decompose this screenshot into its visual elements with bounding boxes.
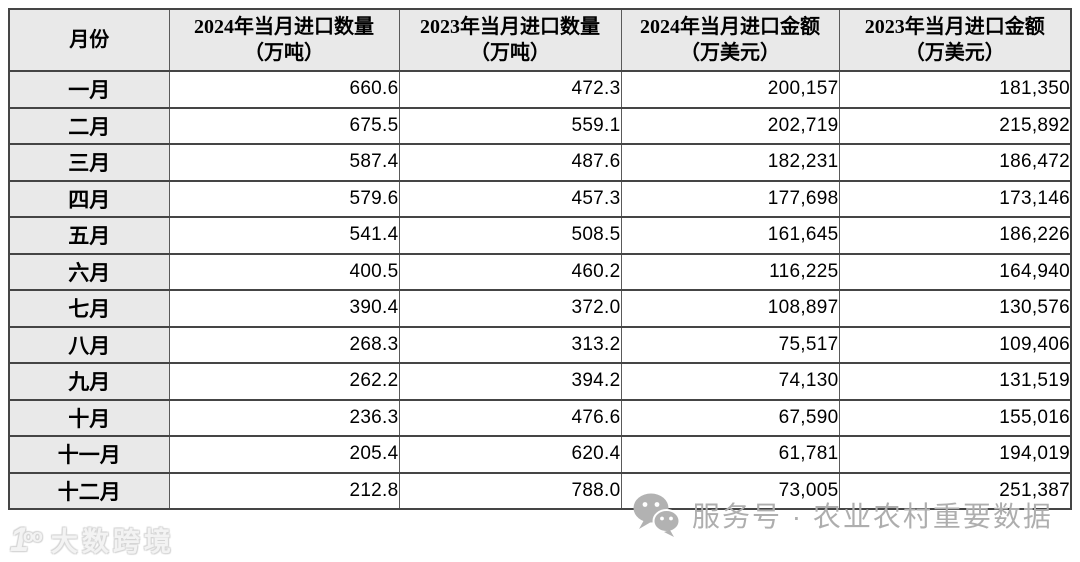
col-header-qty-2024-label: 2024年当月进口数量 [194, 16, 374, 38]
month-cell: 八月 [8, 325, 170, 364]
qty-2024-cell: 587.4 [168, 143, 400, 182]
qty-2023-cell: 313.2 [398, 325, 622, 364]
qty-2023-cell: 788.0 [398, 471, 622, 510]
qty-2024-cell: 262.2 [168, 362, 400, 401]
qty-2024-cell: 660.6 [168, 70, 400, 109]
table-row-may: 五月 541.4 508.5 161,645 186,226 [8, 216, 1072, 255]
month-cell: 二月 [8, 106, 170, 145]
col-header-amt-2024-unit: （万美元） [680, 42, 780, 64]
col-header-amt-2023-label: 2023年当月进口金额 [864, 16, 1045, 38]
col-header-qty-2024: 2024年当月进口数量 （万吨） [168, 8, 400, 72]
table-row-aug: 八月 268.3 313.2 75,517 109,406 [8, 325, 1072, 364]
import-data-table: 月份 2024年当月进口数量 （万吨） 2023年当月进口数量 （万吨） 202… [8, 8, 1072, 510]
brand-watermark-text: 大数跨境 [50, 527, 175, 557]
qty-2023-cell: 508.5 [398, 216, 622, 255]
qty-2024-cell: 541.4 [168, 216, 400, 255]
qty-2023-cell: 620.4 [398, 435, 622, 474]
col-header-month-label: 月份 [69, 29, 110, 51]
amt-2024-cell: 200,157 [620, 70, 840, 109]
col-header-amt-2024-label: 2024年当月进口金额 [640, 16, 820, 38]
month-cell: 十一月 [8, 435, 170, 474]
amt-2023-cell: 131,519 [838, 362, 1072, 401]
qty-2023-cell: 472.3 [398, 70, 622, 109]
amt-2023-cell: 130,576 [838, 289, 1072, 328]
qty-2024-cell: 390.4 [168, 289, 400, 328]
qty-2024-cell: 212.8 [168, 471, 400, 510]
qty-2023-cell: 487.6 [398, 143, 622, 182]
qty-2023-cell: 372.0 [398, 289, 622, 328]
qty-2024-cell: 205.4 [168, 435, 400, 474]
amt-2023-cell: 215,892 [838, 106, 1072, 145]
table-row-jun: 六月 400.5 460.2 116,225 164,940 [8, 252, 1072, 291]
col-header-qty-2024-unit: （万吨） [244, 42, 324, 64]
amt-2024-cell: 177,698 [620, 179, 840, 218]
col-header-month: 月份 [8, 8, 170, 72]
qty-2023-cell: 394.2 [398, 362, 622, 401]
qty-2024-cell: 675.5 [168, 106, 400, 145]
table-row-jul: 七月 390.4 372.0 108,897 130,576 [8, 289, 1072, 328]
month-cell: 九月 [8, 362, 170, 401]
table-row-sep: 九月 262.2 394.2 74,130 131,519 [8, 362, 1072, 401]
amt-2024-cell: 67,590 [620, 398, 840, 437]
amt-2024-cell: 75,517 [620, 325, 840, 364]
header-row: 月份 2024年当月进口数量 （万吨） 2023年当月进口数量 （万吨） 202… [8, 8, 1072, 72]
table-row-nov: 十一月 205.4 620.4 61,781 194,019 [8, 435, 1072, 474]
amt-2024-cell: 73,005 [620, 471, 840, 510]
amt-2023-cell: 164,940 [838, 252, 1072, 291]
amt-2024-cell: 202,719 [620, 106, 840, 145]
qty-2023-cell: 476.6 [398, 398, 622, 437]
month-cell: 五月 [8, 216, 170, 255]
amt-2024-cell: 61,781 [620, 435, 840, 474]
amt-2023-cell: 186,226 [838, 216, 1072, 255]
month-cell: 十二月 [8, 471, 170, 510]
amt-2023-cell: 109,406 [838, 325, 1072, 364]
table-row-dec: 十二月 212.8 788.0 73,005 251,387 [8, 471, 1072, 510]
qty-2023-cell: 457.3 [398, 179, 622, 218]
amt-2023-cell: 186,472 [838, 143, 1072, 182]
qty-2023-cell: 559.1 [398, 106, 622, 145]
col-header-amt-2023-unit: （万美元） [904, 42, 1005, 64]
amt-2024-cell: 108,897 [620, 289, 840, 328]
qty-2024-cell: 400.5 [168, 252, 400, 291]
table-row-feb: 二月 675.5 559.1 202,719 215,892 [8, 106, 1072, 145]
month-cell: 三月 [8, 143, 170, 182]
amt-2024-cell: 182,231 [620, 143, 840, 182]
col-header-amt-2023: 2023年当月进口金额 （万美元） [838, 8, 1072, 72]
amt-2023-cell: 194,019 [838, 435, 1072, 474]
amt-2024-cell: 74,130 [620, 362, 840, 401]
col-header-qty-2023-unit: （万吨） [470, 42, 550, 64]
qty-2023-cell: 460.2 [398, 252, 622, 291]
amt-2024-cell: 116,225 [620, 252, 840, 291]
amt-2023-cell: 155,016 [838, 398, 1072, 437]
brand-100-logo-icon: 1oo [10, 520, 43, 559]
month-cell: 一月 [8, 70, 170, 109]
brand-watermark: 1oo 大数跨境 [10, 520, 175, 559]
table-row-oct: 十月 236.3 476.6 67,590 155,016 [8, 398, 1072, 437]
col-header-qty-2023-label: 2023年当月进口数量 [420, 16, 600, 38]
amt-2024-cell: 161,645 [620, 216, 840, 255]
table-row-apr: 四月 579.6 457.3 177,698 173,146 [8, 179, 1072, 218]
qty-2024-cell: 236.3 [168, 398, 400, 437]
col-header-qty-2023: 2023年当月进口数量 （万吨） [398, 8, 622, 72]
month-cell: 六月 [8, 252, 170, 291]
qty-2024-cell: 268.3 [168, 325, 400, 364]
table-row-mar: 三月 587.4 487.6 182,231 186,472 [8, 143, 1072, 182]
month-cell: 七月 [8, 289, 170, 328]
amt-2023-cell: 181,350 [838, 70, 1072, 109]
qty-2024-cell: 579.6 [168, 179, 400, 218]
month-cell: 四月 [8, 179, 170, 218]
month-cell: 十月 [8, 398, 170, 437]
col-header-amt-2024: 2024年当月进口金额 （万美元） [620, 8, 840, 72]
amt-2023-cell: 173,146 [838, 179, 1072, 218]
table-row-jan: 一月 660.6 472.3 200,157 181,350 [8, 70, 1072, 109]
amt-2023-cell: 251,387 [838, 471, 1072, 510]
